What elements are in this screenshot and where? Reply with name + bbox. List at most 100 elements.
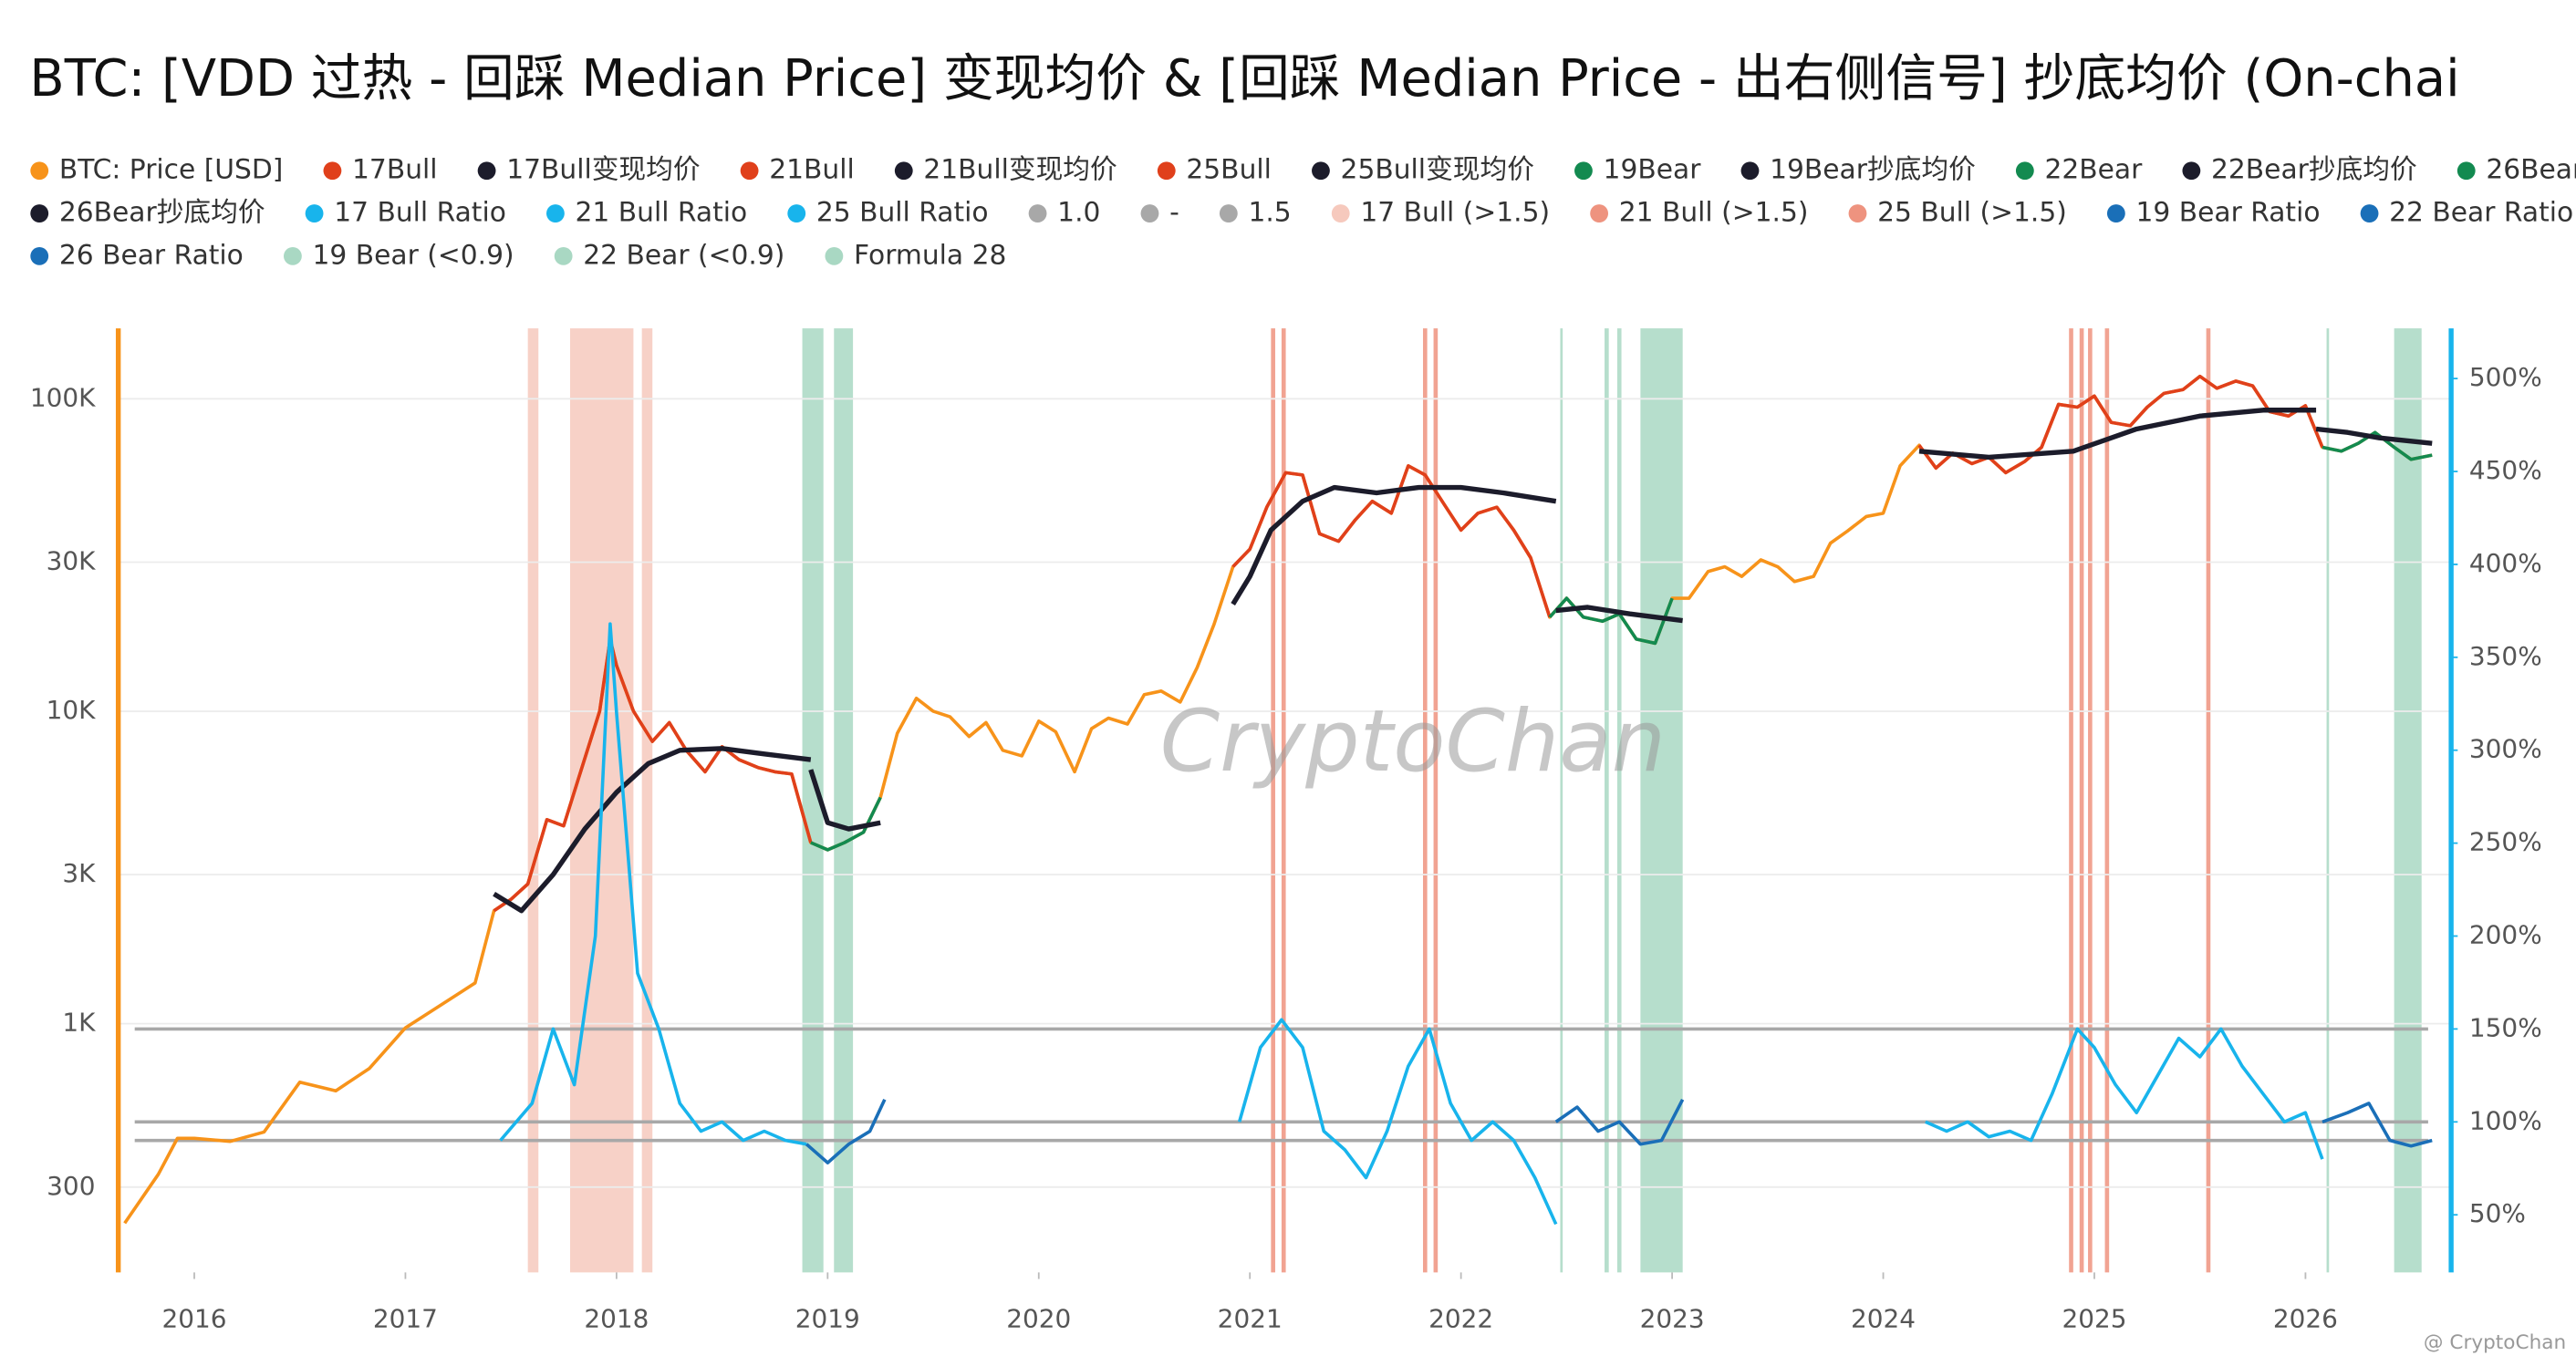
legend-marker: [30, 204, 49, 222]
legend-label: 26Bear抄底均价: [59, 197, 265, 229]
legend-marker: [546, 204, 565, 222]
legend-marker: [323, 161, 342, 181]
x-tick-label: 2021: [1218, 1304, 1283, 1334]
y2-tick-label: 350%: [2469, 641, 2542, 671]
x-tick-label: 2026: [2273, 1304, 2338, 1334]
legend-label: 26 Bear Ratio: [59, 239, 244, 271]
legend-marker: [30, 246, 49, 265]
series-line: [499, 622, 807, 1146]
legend-label: 22 Bear (<0.9): [583, 239, 784, 271]
legend-marker: [1331, 204, 1350, 222]
watermark: CryptoChan: [1160, 692, 1666, 792]
legend-label: 1.0: [1057, 197, 1100, 229]
band: [2206, 328, 2211, 1273]
x-tick-label: 2019: [795, 1304, 860, 1334]
band: [802, 328, 824, 1273]
y-tick-label: 1K: [62, 1008, 96, 1038]
legend-label: 17 Bull Ratio: [334, 197, 506, 229]
series-line: [1231, 484, 1557, 605]
x-tick-label: 2017: [373, 1304, 438, 1334]
legend-marker: [1219, 204, 1238, 222]
series-line: [1237, 1018, 1558, 1226]
legend-marker: [2360, 204, 2379, 222]
x-tick-label: 2024: [1851, 1304, 1916, 1334]
legend-label: 19Bear: [1604, 154, 1702, 186]
legend-label: Formula 28: [854, 239, 1006, 271]
legend-marker: [1574, 161, 1593, 181]
series-line: [1554, 1098, 1685, 1146]
legend-marker: [1740, 161, 1760, 181]
line-layer: [123, 374, 2433, 1226]
y-tick-label: 300: [47, 1171, 95, 1201]
legend-marker: [1848, 204, 1867, 222]
band: [2069, 328, 2073, 1273]
series-line: [810, 796, 882, 852]
legend-label: 21Bull变现均价: [923, 154, 1117, 186]
legend-marker: [2106, 204, 2125, 222]
legend-marker: [825, 246, 844, 265]
y-tick-label: 10K: [47, 695, 97, 725]
legend-label: 25 Bull Ratio: [816, 197, 989, 229]
y-tick-label: 3K: [62, 858, 96, 888]
band: [1281, 328, 1286, 1273]
y2-tick-label: 50%: [2469, 1198, 2526, 1228]
axis-layer: 300 1K 3K 10K 30K 100K 50% 100% 150% 200% 250% 300%…: [30, 328, 2542, 1334]
series-line: [1231, 463, 1552, 618]
legend-marker: [1140, 204, 1159, 222]
band: [641, 328, 653, 1273]
legend-marker: [1028, 204, 1047, 222]
band: [2079, 328, 2084, 1273]
legend-marker: [1590, 204, 1609, 222]
band: [834, 328, 854, 1273]
band: [1605, 328, 1609, 1273]
y2-tick-label: 300%: [2469, 734, 2542, 764]
band: [2326, 328, 2330, 1273]
y2-tick-label: 250%: [2469, 827, 2542, 857]
legend: BTC: Price [USD] 17Bull 17Bull变现均价 21Bull 21…: [30, 154, 2576, 271]
legend-marker: [2182, 161, 2201, 181]
y2-tick-label: 200%: [2469, 920, 2542, 950]
y-tick-label: 30K: [47, 545, 97, 575]
y2-tick-label: 500%: [2469, 362, 2542, 392]
legend-label: 21 Bull (>1.5): [1619, 197, 1809, 229]
x-tick-label: 2020: [1006, 1304, 1071, 1334]
series-line: [2315, 426, 2433, 446]
legend-label: 19 Bear Ratio: [2135, 197, 2320, 229]
series-line: [1925, 1027, 2324, 1160]
band: [1616, 328, 1622, 1273]
legend-label: 22 Bear Ratio: [2389, 197, 2573, 229]
grid-layer: [118, 398, 2452, 1188]
series-line: [2322, 430, 2433, 461]
series-line: [493, 637, 813, 913]
legend-label: 19 Bear (<0.9): [313, 239, 514, 271]
band: [2394, 328, 2422, 1273]
band: [1433, 328, 1439, 1273]
band: [1271, 328, 1275, 1273]
series-line: [808, 769, 881, 832]
series-line: [1548, 596, 1674, 646]
series-line: [1555, 605, 1683, 624]
legend-marker: [477, 161, 496, 181]
legend-marker: [787, 204, 806, 222]
series-line: [123, 374, 2433, 1225]
y2-tick-label: 400%: [2469, 548, 2542, 578]
legend-marker: [305, 204, 324, 222]
legend-marker: [554, 246, 573, 265]
series-line: [1918, 408, 2317, 461]
x-tick-label: 2016: [161, 1304, 226, 1334]
chart-title: BTC: [VDD 过热 - 回踩 Median Price] 变现均价 & […: [29, 49, 2459, 109]
band: [527, 328, 539, 1273]
legend-label: 22Bear: [2044, 154, 2143, 186]
legend-label: 25Bull变现均价: [1341, 154, 1534, 186]
y2-tick-label: 150%: [2469, 1012, 2542, 1042]
legend-label: -: [1169, 197, 1179, 229]
legend-label: 22Bear抄底均价: [2211, 154, 2417, 186]
legend-marker: [1312, 161, 1330, 181]
legend-marker: [894, 161, 913, 181]
legend-label: 26Bear: [2486, 154, 2576, 186]
series-line: [493, 746, 812, 914]
series-line: [2322, 1102, 2433, 1148]
series-line: [805, 1099, 887, 1164]
